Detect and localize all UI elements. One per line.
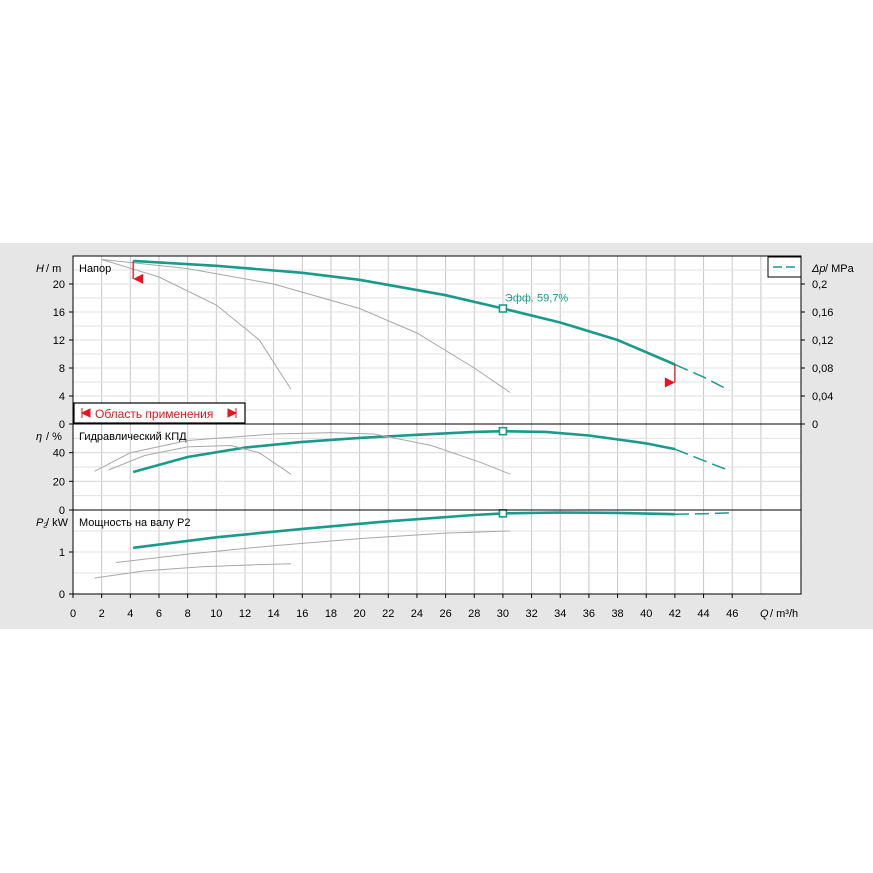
- panel-title: Напор: [79, 263, 111, 275]
- series-line-extension: [674, 512, 730, 515]
- y-tick-label: 20: [53, 476, 65, 488]
- series-group: [94, 429, 730, 475]
- x-tick-label: 28: [468, 608, 480, 620]
- y-axis-unit: / m: [46, 263, 61, 275]
- range-right-icon: [227, 408, 238, 418]
- operating-point-marker: [498, 426, 508, 436]
- x-tick-label: 22: [382, 608, 394, 620]
- x-tick-label: 46: [726, 608, 738, 620]
- series-line-reference: [94, 432, 511, 475]
- x-tick-label: 38: [611, 608, 623, 620]
- y-tick-label: 0: [59, 505, 65, 517]
- series-line-reference: [101, 259, 292, 390]
- x-tick-label: 24: [411, 608, 423, 620]
- operating-point-marker: [498, 304, 508, 313]
- x-tick-label: 40: [640, 608, 652, 620]
- series-line-reference: [101, 259, 511, 393]
- series-line-main: [133, 511, 675, 550]
- range-arrow-left: [133, 273, 144, 284]
- series-line-main: [133, 259, 676, 366]
- x-tick-label: 16: [296, 608, 308, 620]
- x-tick-label: 10: [210, 608, 222, 620]
- application-range-legend: Область применения: [73, 402, 246, 424]
- x-tick-label: 6: [156, 608, 162, 620]
- panel-title: Гидравлический КПД: [79, 431, 187, 443]
- right-axis-symbol: Δp: [811, 263, 826, 275]
- right-tick-label: 0,08: [812, 363, 833, 375]
- x-tick-label: 34: [554, 608, 566, 620]
- y-tick-label: 4: [59, 391, 65, 403]
- efficiency-label: Эфф. 59,7%: [505, 293, 569, 305]
- x-axis-symbol: Q: [760, 608, 769, 620]
- right-tick-label: 0,16: [812, 307, 833, 319]
- y-axis-unit: / kW: [46, 517, 69, 529]
- y-tick-label: 20: [53, 279, 65, 291]
- x-tick-label: 42: [669, 608, 681, 620]
- series-line-main: [132, 429, 676, 474]
- x-tick-label: 18: [325, 608, 337, 620]
- range-arrow-right: [664, 377, 675, 388]
- series-group: [94, 511, 730, 579]
- x-tick-label: 8: [185, 608, 191, 620]
- x-tick-label: 20: [353, 608, 365, 620]
- y-tick-label: 40: [53, 448, 65, 460]
- x-tick-label: 4: [127, 608, 133, 620]
- x-tick-label: 32: [525, 608, 537, 620]
- y-tick-label: 0: [59, 419, 65, 431]
- x-tick-label: 30: [497, 608, 509, 620]
- legend: [767, 256, 802, 278]
- y-axis-symbol: H: [36, 263, 44, 275]
- series-line-extension: [674, 448, 730, 472]
- y-tick-label: 1: [59, 547, 65, 559]
- x-axis-unit: / m³/h: [770, 608, 798, 620]
- series-line-reference: [94, 563, 291, 579]
- panel-title: Мощность на валу P2: [79, 517, 191, 529]
- y-tick-label: 8: [59, 363, 65, 375]
- operating-point-marker: [498, 509, 508, 518]
- y-tick-label: 0: [59, 589, 65, 601]
- x-tick-label: 0: [70, 608, 76, 620]
- x-tick-label: 14: [268, 608, 280, 620]
- x-tick-label: 12: [239, 608, 251, 620]
- y-axis-unit: / %: [46, 431, 62, 443]
- x-tick-label: 36: [583, 608, 595, 620]
- series-line-reference: [115, 530, 511, 563]
- x-tick-label: 26: [439, 608, 451, 620]
- right-tick-label: 0,04: [812, 391, 833, 403]
- right-tick-label: 0,2: [812, 279, 827, 291]
- legend-box: [767, 256, 802, 278]
- panel-border: [72, 509, 802, 595]
- right-axis-unit: / MPa: [825, 263, 855, 275]
- series-line-extension: [674, 363, 730, 392]
- application-range-label: Область применения: [95, 407, 213, 421]
- x-tick-label: 2: [99, 608, 105, 620]
- range-left-icon: [80, 408, 91, 418]
- application-range-box: [73, 402, 246, 424]
- series-line-reference: [108, 444, 292, 475]
- y-tick-label: 16: [53, 307, 65, 319]
- right-tick-label: 0: [812, 419, 818, 431]
- x-tick-label: 44: [697, 608, 709, 620]
- right-tick-label: 0,12: [812, 335, 833, 347]
- y-axis-symbol: P₂: [36, 517, 48, 529]
- series-group: [101, 259, 730, 393]
- y-axis-symbol: η: [36, 431, 42, 443]
- y-tick-label: 12: [53, 335, 65, 347]
